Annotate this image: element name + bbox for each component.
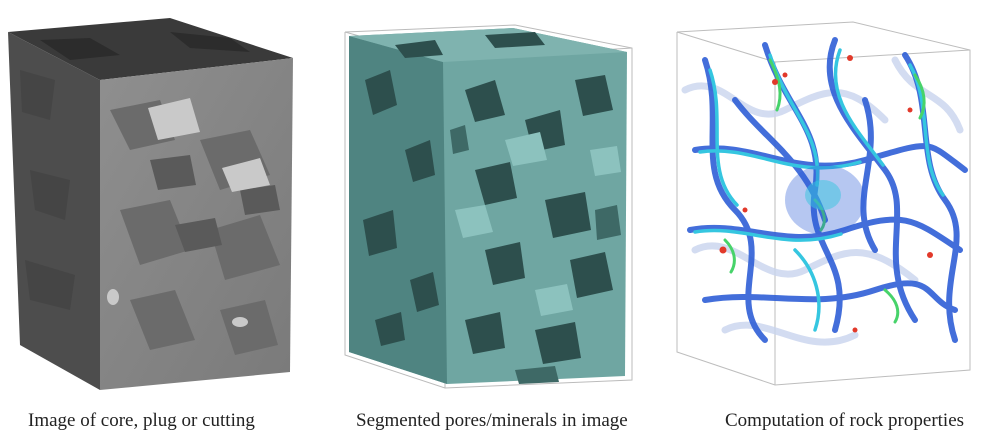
flow-field-image — [676, 21, 971, 386]
core-image-panel — [0, 0, 310, 400]
core-cube-image — [8, 18, 293, 390]
caption-segmented-pores: Segmented pores/minerals in image — [356, 410, 628, 431]
segmented-pores-image — [344, 24, 633, 389]
segmented-pores-panel — [335, 0, 655, 400]
caption-core-image: Image of core, plug or cutting — [28, 410, 255, 431]
rock-properties-panel — [665, 0, 995, 400]
caption-rock-properties: Computation of rock properties — [725, 410, 965, 431]
